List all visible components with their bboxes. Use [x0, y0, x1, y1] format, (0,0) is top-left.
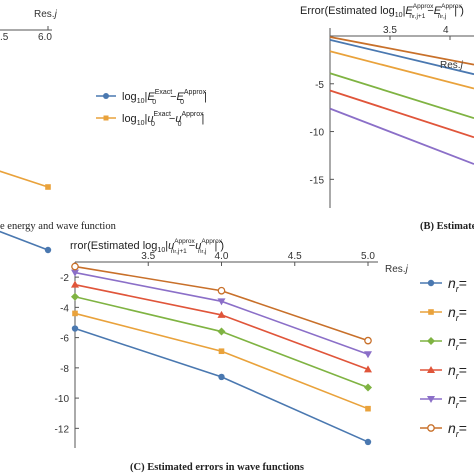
panel-c-data-point	[364, 438, 372, 446]
panel-c-data-point	[217, 298, 226, 306]
legend-entry-label: nr=	[448, 391, 467, 410]
panel-c-data-point	[71, 262, 79, 271]
panel-c-x-tick-label: 3.5	[141, 251, 155, 262]
panel-a-series	[0, 170, 52, 254]
panel-b-y-tick-label: -15	[310, 175, 325, 186]
legend-swatch-marker	[428, 309, 434, 315]
panel-c-series	[71, 262, 372, 446]
panel-a-tick-label: 6.0	[38, 32, 52, 43]
panel-c-y-tick-label: -2	[60, 273, 69, 284]
panel-c: rror(Estimated log10|uApprox nr,j+1 −uAppr…	[55, 238, 467, 473]
panel-c-title: rror(Estimated log10|uApprox nr,j+1 −uAppr…	[70, 238, 224, 255]
panel-b-axes: 3.5 4 -5 -10 -15	[310, 25, 474, 208]
panel-c-data-point	[364, 365, 372, 373]
panel-b-series-line	[329, 38, 474, 76]
panel-b-y-tick-label: -5	[315, 80, 324, 91]
panel-c-x-tick-label: 4.5	[288, 251, 302, 262]
panel-c-x-tick-label: 5.0	[361, 251, 375, 262]
panel-c-data-point	[218, 348, 225, 355]
panel-a: .5 6.0 Res.j log10|EExact 0 −EApprox 0 | log…	[0, 9, 207, 254]
panel-b-series-line	[329, 36, 474, 66]
panel-a-caption: e energy and wave function	[0, 221, 117, 232]
panel-c-data-point	[364, 336, 372, 345]
legend-swatch-marker	[427, 424, 435, 432]
panel-a-data-point	[44, 246, 52, 254]
panel-c-series-line	[74, 283, 369, 371]
panel-c-data-point	[217, 310, 226, 318]
panel-c-y-tick-label: -10	[55, 394, 70, 405]
legend-swatch-marker	[103, 93, 109, 99]
panel-c-y-tick-label: -6	[60, 334, 69, 345]
legend-swatch-marker	[427, 366, 435, 373]
panel-a-tick-label: .5	[0, 32, 9, 43]
legend-swatch-marker	[427, 396, 435, 403]
panel-c-series-line	[74, 327, 369, 443]
panel-c-data-point	[71, 325, 79, 332]
panel-b: Error(Estimated log10|EApprox nr,j+1 −EApp…	[300, 3, 474, 232]
panel-c-data-point	[72, 310, 78, 317]
panel-b-series-line	[329, 107, 474, 165]
panel-b-series-line	[329, 72, 474, 120]
panel-c-data-point	[217, 327, 226, 336]
panel-c-y-tick-label: -12	[55, 424, 70, 435]
legend-entry-label: nr=	[448, 362, 467, 381]
panel-b-y-tick-label: -10	[310, 128, 325, 139]
panel-c-legend: nr= nr= nr= nr= nr= nr=	[420, 275, 467, 439]
panel-c-y-tick-label: -4	[60, 303, 69, 314]
panel-a-x-axis-label: Res.j	[34, 9, 58, 20]
panel-b-series	[329, 36, 474, 165]
legend-entry-label: nr=	[448, 304, 467, 323]
panel-a-data-point	[45, 184, 51, 190]
panel-c-data-point	[364, 351, 372, 359]
panel-c-x-axis-label: Res.j	[385, 264, 409, 275]
legend-swatch-marker	[427, 337, 435, 345]
panel-c-data-point	[218, 373, 225, 381]
legend-entry-label: nr=	[448, 275, 467, 294]
panel-c-x-tick-label: 4.0	[215, 251, 229, 262]
panel-c-data-point	[364, 383, 372, 392]
panel-b-title: Error(Estimated log10|EApprox nr,j+1 −EApp…	[300, 3, 464, 20]
panel-c-data-point	[71, 292, 79, 301]
panel-b-series-line	[329, 50, 474, 90]
legend-entry-label: nr=	[448, 333, 467, 352]
panel-a-legend: log10|EExact 0 −EApprox 0 | log10|uExact 0 −uA…	[96, 89, 207, 128]
panel-b-caption: (B) Estimate	[420, 221, 474, 232]
panel-c-data-point	[71, 280, 79, 288]
panel-c-caption: (C) Estimated errors in wave functions	[130, 462, 304, 473]
panel-c-data-point	[365, 405, 371, 412]
legend-swatch-marker	[427, 279, 435, 287]
panel-b-x-tick-label: 4	[443, 25, 449, 36]
legend-entry-label: nr=	[448, 420, 467, 439]
panel-a-series-line	[0, 170, 49, 188]
panel-a-series-line	[0, 230, 49, 251]
panel-c-data-point	[71, 269, 79, 277]
legend-entry-wavefunction: log10|uExact 0 −uApprox 0 |	[122, 111, 204, 128]
legend-entry-energy: log10|EExact 0 −EApprox 0 |	[122, 89, 207, 106]
panel-b-x-tick-label: 3.5	[383, 25, 397, 36]
panel-b-series-line	[329, 89, 474, 139]
panel-c-y-tick-label: -8	[60, 364, 69, 375]
legend-swatch-marker	[103, 115, 109, 121]
panel-c-data-point	[217, 286, 226, 295]
panel-b-x-axis-label: Res.j	[440, 60, 464, 71]
